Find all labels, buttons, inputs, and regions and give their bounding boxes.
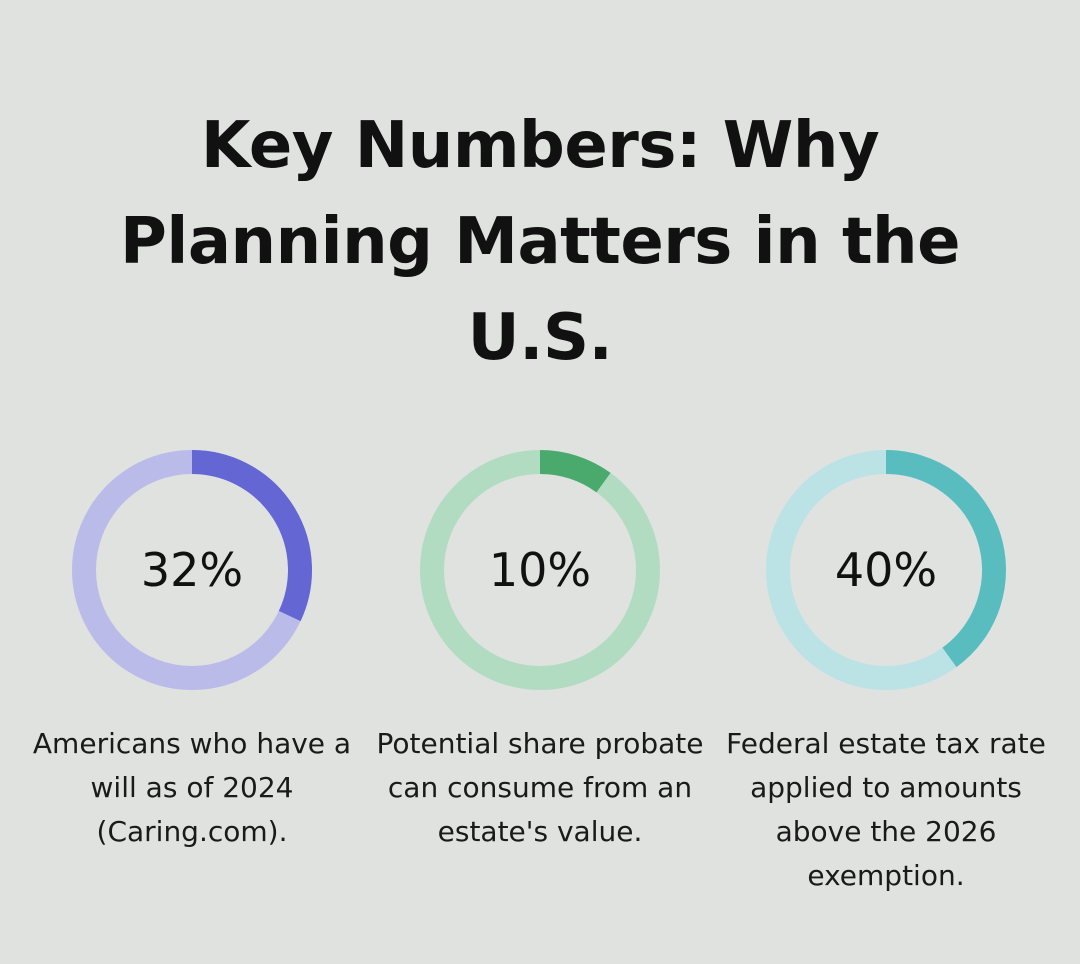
donut-value-arc <box>885 450 1006 668</box>
percent-label-estate-tax: 40% <box>834 543 938 597</box>
donut-svg <box>72 450 312 690</box>
caption-estate-tax: Federal estate tax rate applied to amoun… <box>726 727 1046 892</box>
donut-value-arc <box>539 450 611 493</box>
donut-chart-probate <box>420 450 660 690</box>
donut-value-arc <box>191 450 312 622</box>
donut-svg <box>420 450 660 690</box>
percent-label-wills: 32% <box>140 543 244 597</box>
caption-wills: Americans who have a will as of 2024 (Ca… <box>32 727 352 848</box>
donut-svg <box>766 450 1006 690</box>
donut-chart-estate-tax <box>766 450 1006 690</box>
donut-chart-wills <box>72 450 312 690</box>
infographic-title: Key Numbers: Why Planning Matters in the… <box>120 109 961 375</box>
caption-probate: Potential share probate can consume from… <box>376 727 704 848</box>
percent-label-probate: 10% <box>488 543 592 597</box>
